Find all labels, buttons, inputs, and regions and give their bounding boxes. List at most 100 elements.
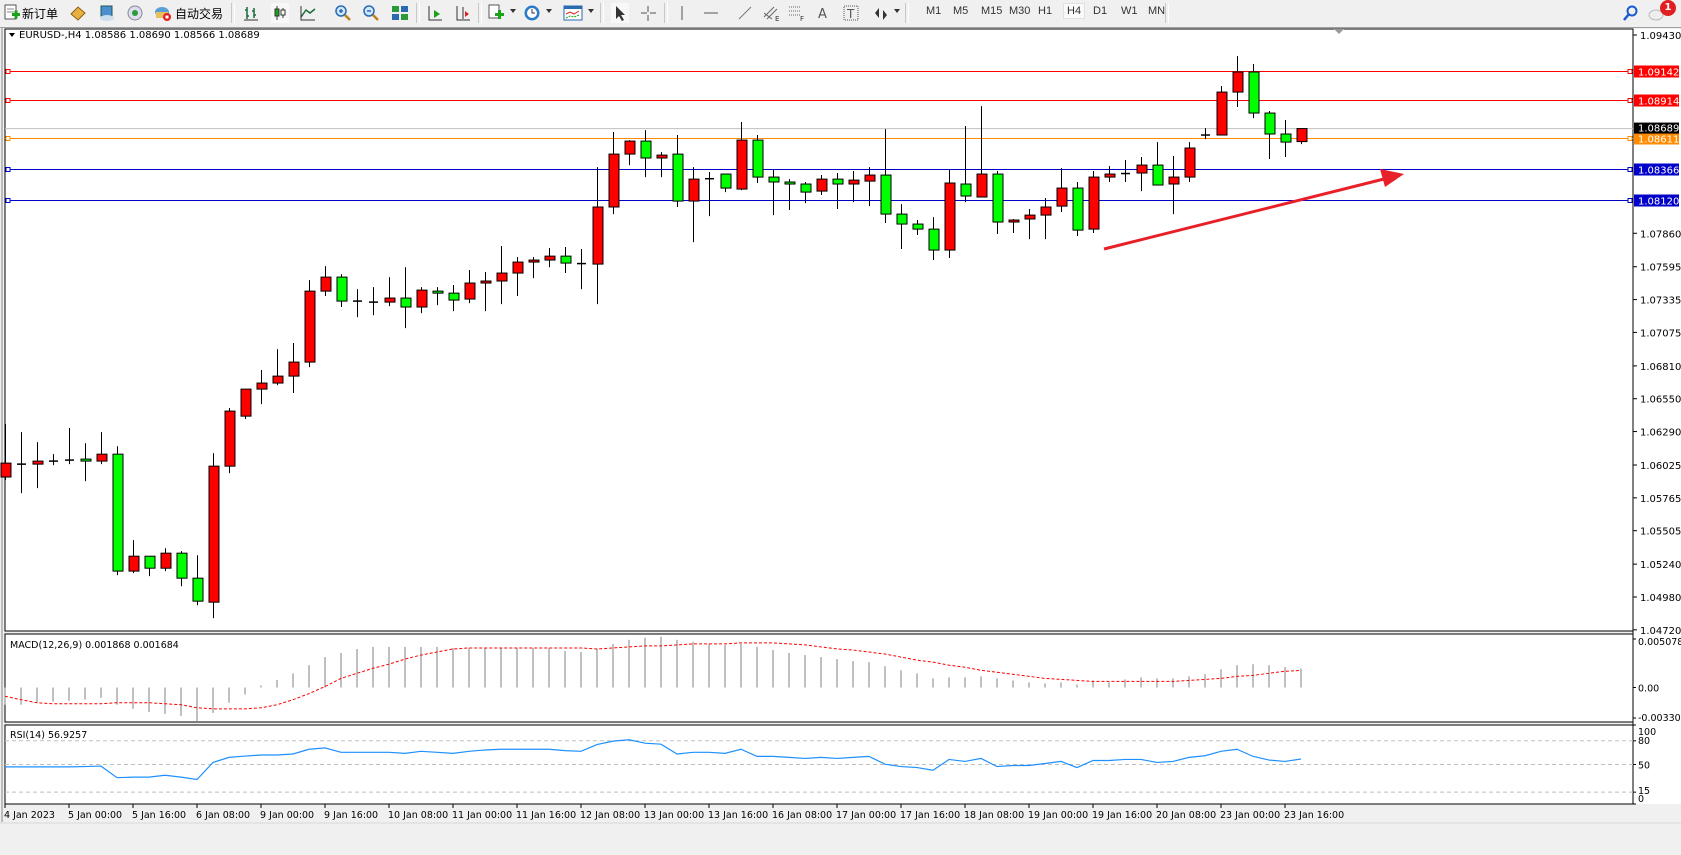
zoom-out-icon[interactable] — [362, 3, 380, 23]
candle[interactable] — [800, 182, 812, 204]
candle[interactable] — [384, 277, 396, 307]
candle[interactable] — [1136, 156, 1148, 192]
timeframe-d1[interactable]: D1 — [1093, 5, 1108, 17]
candle[interactable] — [1232, 56, 1244, 107]
timeframe-w1[interactable]: W1 — [1121, 5, 1138, 17]
chevron-down-icon[interactable] — [510, 9, 516, 13]
timeframe-m30[interactable]: M30 — [1009, 5, 1031, 17]
candle[interactable] — [32, 442, 44, 489]
candle[interactable] — [976, 106, 988, 198]
candle[interactable] — [128, 540, 140, 574]
line-anchor-handle[interactable] — [5, 98, 11, 103]
expert-navigator-icon[interactable] — [68, 3, 88, 23]
candle[interactable] — [672, 135, 684, 208]
signals-icon[interactable] — [125, 3, 145, 23]
candle[interactable] — [688, 167, 700, 243]
candle[interactable] — [416, 287, 428, 314]
timeframe-m5[interactable]: M5 — [953, 5, 969, 17]
candle[interactable] — [336, 274, 348, 308]
candlestick-icon[interactable] — [271, 3, 289, 23]
line-anchor-handle[interactable] — [1627, 198, 1633, 203]
macd-panel[interactable] — [4, 633, 1634, 723]
line-chart-icon[interactable] — [299, 3, 317, 23]
symbol-menu-icon[interactable] — [9, 33, 15, 37]
candle[interactable] — [640, 130, 652, 178]
candle[interactable] — [1280, 119, 1292, 157]
trend-arrow-line[interactable] — [1103, 176, 1389, 251]
candle[interactable] — [560, 247, 572, 274]
periods-clock-icon[interactable] — [523, 3, 541, 23]
candle[interactable] — [1121, 160, 1130, 183]
candle[interactable] — [944, 169, 956, 259]
candle[interactable] — [1008, 219, 1020, 234]
candle[interactable] — [192, 555, 204, 606]
candle[interactable] — [448, 285, 460, 312]
candle[interactable] — [1104, 166, 1116, 183]
candle[interactable] — [1056, 168, 1068, 213]
text-label-icon[interactable]: T — [842, 3, 860, 23]
candle[interactable] — [1248, 64, 1260, 119]
candle[interactable] — [160, 548, 172, 572]
chat-icon[interactable] — [1647, 3, 1667, 23]
chevron-down-icon[interactable] — [588, 9, 594, 13]
line-anchor-handle[interactable] — [5, 136, 11, 141]
candle[interactable] — [832, 173, 844, 210]
line-anchor-handle[interactable] — [5, 198, 11, 203]
indicators-icon[interactable] — [563, 3, 583, 23]
line-anchor-handle[interactable] — [5, 167, 11, 172]
line-anchor-handle[interactable] — [1627, 136, 1633, 141]
candle[interactable] — [912, 220, 924, 236]
candle[interactable] — [577, 249, 586, 290]
new-chart-icon[interactable] — [487, 3, 505, 23]
candle[interactable] — [992, 171, 1004, 235]
chevron-down-icon[interactable] — [546, 9, 552, 13]
new-order-button[interactable]: 新订单 — [22, 6, 59, 21]
candle[interactable] — [176, 551, 188, 587]
candle[interactable] — [1184, 142, 1196, 183]
candle[interactable] — [208, 453, 220, 619]
candle[interactable] — [1072, 182, 1084, 237]
notification-badge[interactable]: 1 — [1660, 0, 1676, 16]
cursor-icon[interactable] — [611, 3, 629, 23]
line-anchor-handle[interactable] — [1627, 167, 1633, 172]
chevron-down-icon[interactable] — [894, 9, 900, 13]
candle[interactable] — [1024, 209, 1036, 240]
tile-windows-icon[interactable] — [391, 3, 409, 23]
text-icon[interactable]: A — [814, 3, 832, 23]
candle[interactable] — [288, 343, 300, 394]
candle[interactable] — [1040, 198, 1052, 240]
candle[interactable] — [896, 204, 908, 250]
search-icon[interactable] — [1622, 3, 1640, 23]
candle[interactable] — [304, 280, 316, 368]
candle[interactable] — [369, 287, 378, 316]
candle[interactable] — [864, 167, 876, 207]
candle[interactable] — [736, 122, 748, 191]
timeframe-h1[interactable]: H1 — [1038, 5, 1053, 17]
candle[interactable] — [1296, 128, 1308, 145]
trend-arrow-head-icon[interactable] — [1380, 169, 1404, 187]
candle[interactable] — [720, 173, 732, 193]
crosshair-icon[interactable] — [639, 3, 657, 23]
main-chart-panel[interactable] — [4, 28, 1634, 632]
timeframe-m1[interactable]: M1 — [926, 5, 942, 17]
chart-shift-icon[interactable] — [454, 3, 472, 23]
candle[interactable] — [17, 432, 26, 494]
candle[interactable] — [464, 270, 476, 304]
arrows-icon[interactable] — [872, 3, 890, 23]
candle[interactable] — [608, 131, 620, 215]
candle[interactable] — [0, 424, 12, 481]
horizontal-line-icon[interactable] — [702, 3, 720, 23]
new-order-icon[interactable] — [3, 3, 21, 23]
candle[interactable] — [496, 246, 508, 305]
candle[interactable] — [752, 135, 764, 184]
bar-chart-icon[interactable] — [242, 3, 260, 23]
candle[interactable] — [624, 140, 636, 166]
candle[interactable] — [65, 428, 74, 465]
candle[interactable] — [144, 555, 156, 577]
candle[interactable] — [1216, 86, 1228, 136]
candle[interactable] — [848, 171, 860, 203]
candle[interactable] — [880, 129, 892, 224]
fibonacci-icon[interactable]: F — [787, 3, 807, 23]
candle[interactable] — [1168, 155, 1180, 215]
candle[interactable] — [432, 287, 444, 306]
